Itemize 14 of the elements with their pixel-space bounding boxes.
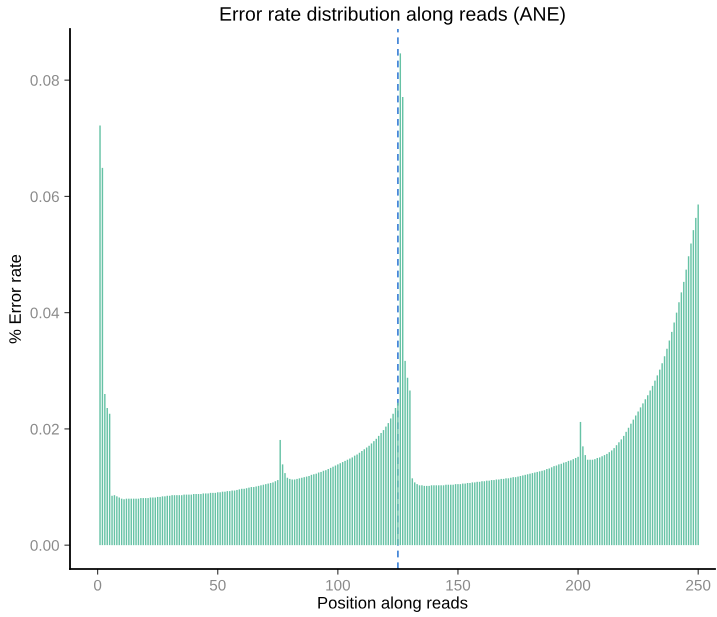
y-axis-title: % Error rate	[9, 254, 21, 344]
chart-title: Error rate distribution along reads (ANE)	[220, 6, 565, 25]
y-tick-label: 0.06	[30, 191, 59, 202]
y-tick-label: 0.02	[30, 424, 59, 435]
x-tick-label: 150	[446, 580, 470, 591]
y-tick-label: 0.00	[30, 540, 59, 551]
x-tick-label: 200	[566, 580, 590, 591]
x-axis-title: Position along reads	[318, 596, 468, 612]
x-tick-label: 100	[326, 580, 350, 591]
y-tick-label: 0.04	[30, 308, 60, 318]
x-tick-label: 50	[210, 580, 226, 591]
x-tick-label: 0	[94, 580, 102, 591]
x-tick-label: 250	[686, 580, 710, 591]
y-tick-label: 0.08	[30, 75, 59, 86]
